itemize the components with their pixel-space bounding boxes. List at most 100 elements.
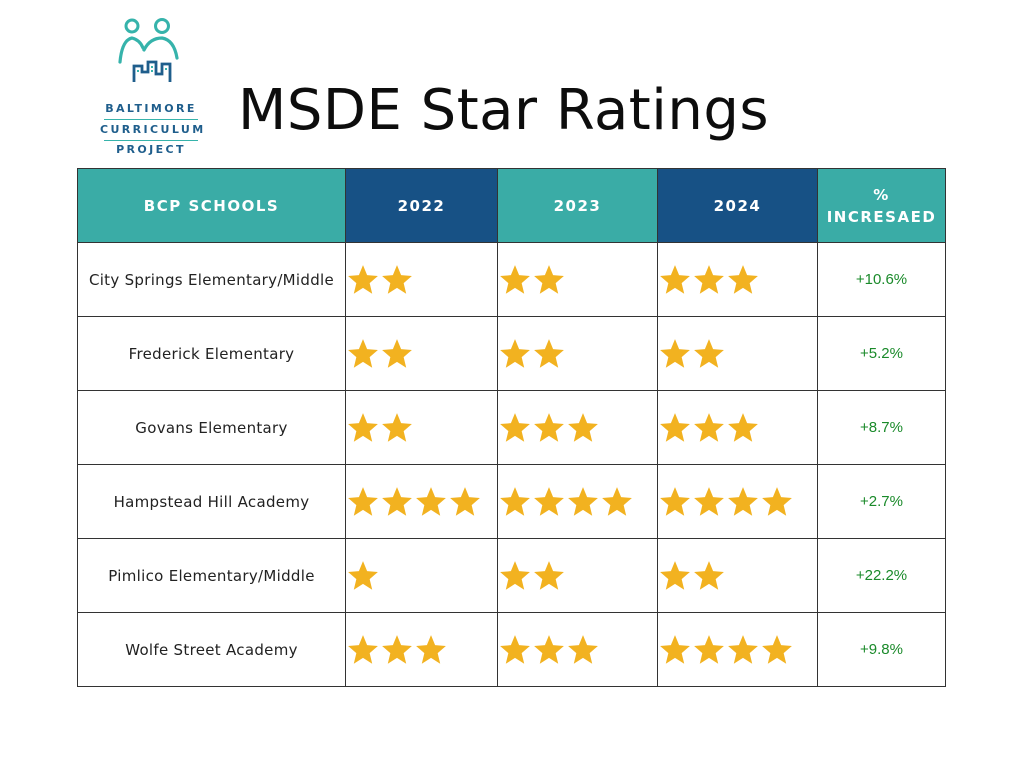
- star-icon: [382, 412, 412, 442]
- star-icon: [660, 338, 690, 368]
- logo-text-line-1: BALTIMORE: [105, 102, 197, 115]
- star-icon: [728, 264, 758, 294]
- star-icon: [416, 634, 446, 664]
- school-name-cell: Govans Elementary: [77, 390, 346, 465]
- star-rating-2022-cell: [345, 538, 498, 613]
- star-icon: [762, 634, 792, 664]
- star-icon: [568, 634, 598, 664]
- star-icon: [534, 264, 564, 294]
- star-rating-2024-cell: [657, 538, 818, 613]
- table-row: City Springs Elementary/Middle +10.6%: [77, 242, 946, 317]
- logo-text-line-3: PROJECT: [116, 143, 186, 156]
- percent-increase-cell: +5.2%: [817, 316, 946, 391]
- school-name-cell: Wolfe Street Academy: [77, 612, 346, 687]
- table-row: Frederick Elementary +5.2%: [77, 316, 946, 391]
- star-icon: [660, 264, 690, 294]
- star-icon: [534, 634, 564, 664]
- people-skyline-icon: [118, 18, 179, 82]
- star-icon: [728, 412, 758, 442]
- star-rating: [346, 559, 497, 593]
- star-icon: [568, 412, 598, 442]
- star-icon: [660, 560, 690, 590]
- star-icon: [602, 486, 632, 516]
- star-rating: [498, 411, 657, 445]
- logo-divider: [104, 140, 198, 141]
- percent-increase-cell: +22.2%: [817, 538, 946, 613]
- star-rating-2024-cell: [657, 612, 818, 687]
- star-rating: [658, 633, 817, 667]
- star-rating-2023-cell: [497, 242, 658, 317]
- star-rating-2023-cell: [497, 538, 658, 613]
- star-icon: [728, 634, 758, 664]
- star-rating: [658, 411, 817, 445]
- star-rating: [658, 559, 817, 593]
- star-icon: [500, 560, 530, 590]
- star-icon: [568, 486, 598, 516]
- star-rating-2024-cell: [657, 390, 818, 465]
- star-icon: [500, 264, 530, 294]
- star-icon: [348, 560, 378, 590]
- star-rating-2024-cell: [657, 464, 818, 539]
- star-icon: [348, 264, 378, 294]
- star-rating: [658, 485, 817, 519]
- percent-increase-cell: +2.7%: [817, 464, 946, 539]
- star-rating: [658, 263, 817, 297]
- percent-increase-cell: +10.6%: [817, 242, 946, 317]
- star-icon: [348, 486, 378, 516]
- star-icon: [694, 486, 724, 516]
- table-row: Govans Elementary +8.7%: [77, 390, 946, 465]
- column-header-2023: 2023: [497, 168, 658, 243]
- star-icon: [416, 486, 446, 516]
- star-icon: [500, 634, 530, 664]
- star-icon: [348, 412, 378, 442]
- percent-increase-cell: +8.7%: [817, 390, 946, 465]
- star-rating-2022-cell: [345, 612, 498, 687]
- star-icon: [500, 338, 530, 368]
- star-icon: [382, 486, 412, 516]
- star-rating: [498, 337, 657, 371]
- percent-header-label: INCRESAED: [826, 207, 937, 226]
- star-rating-2022-cell: [345, 316, 498, 391]
- star-rating-2023-cell: [497, 390, 658, 465]
- star-rating-2024-cell: [657, 242, 818, 317]
- star-rating: [346, 633, 497, 667]
- percent-symbol: %: [873, 185, 890, 204]
- star-icon: [728, 486, 758, 516]
- star-rating-2023-cell: [497, 316, 658, 391]
- table-body: City Springs Elementary/Middle +10.6% Fred…: [77, 242, 946, 687]
- star-icon: [660, 412, 690, 442]
- star-icon: [660, 634, 690, 664]
- page-title: MSDE Star Ratings: [238, 78, 770, 143]
- star-rating: [346, 485, 497, 519]
- star-icon: [348, 634, 378, 664]
- star-icon: [694, 264, 724, 294]
- star-icon: [348, 338, 378, 368]
- star-icon: [534, 486, 564, 516]
- star-icon: [382, 264, 412, 294]
- table-row: Wolfe Street Academy +9.8%: [77, 612, 946, 687]
- star-rating: [346, 263, 497, 297]
- star-rating-2023-cell: [497, 612, 658, 687]
- school-name-cell: Pimlico Elementary/Middle: [77, 538, 346, 613]
- star-rating: [346, 411, 497, 445]
- star-rating: [498, 485, 657, 519]
- school-name-cell: City Springs Elementary/Middle: [77, 242, 346, 317]
- star-icon: [500, 412, 530, 442]
- logo-divider: [104, 119, 198, 120]
- table-header-row: BCP SCHOOLS 2022 2023 2024 % INCRESAED: [77, 168, 946, 243]
- star-icon: [694, 560, 724, 590]
- baltimore-curriculum-project-logo: BALTIMORE CURRICULUM PROJECT: [100, 18, 203, 158]
- column-header-2024: 2024: [657, 168, 818, 243]
- star-rating: [658, 337, 817, 371]
- column-header-schools: BCP SCHOOLS: [77, 168, 346, 243]
- star-icon: [694, 412, 724, 442]
- star-icon: [500, 486, 530, 516]
- star-rating-2023-cell: [497, 464, 658, 539]
- star-rating-2024-cell: [657, 316, 818, 391]
- star-icon: [694, 338, 724, 368]
- star-rating-2022-cell: [345, 390, 498, 465]
- table-row: Hampstead Hill Academy +2.7%: [77, 464, 946, 539]
- table-row: Pimlico Elementary/Middle +22.2%: [77, 538, 946, 613]
- school-name-cell: Frederick Elementary: [77, 316, 346, 391]
- star-rating: [498, 633, 657, 667]
